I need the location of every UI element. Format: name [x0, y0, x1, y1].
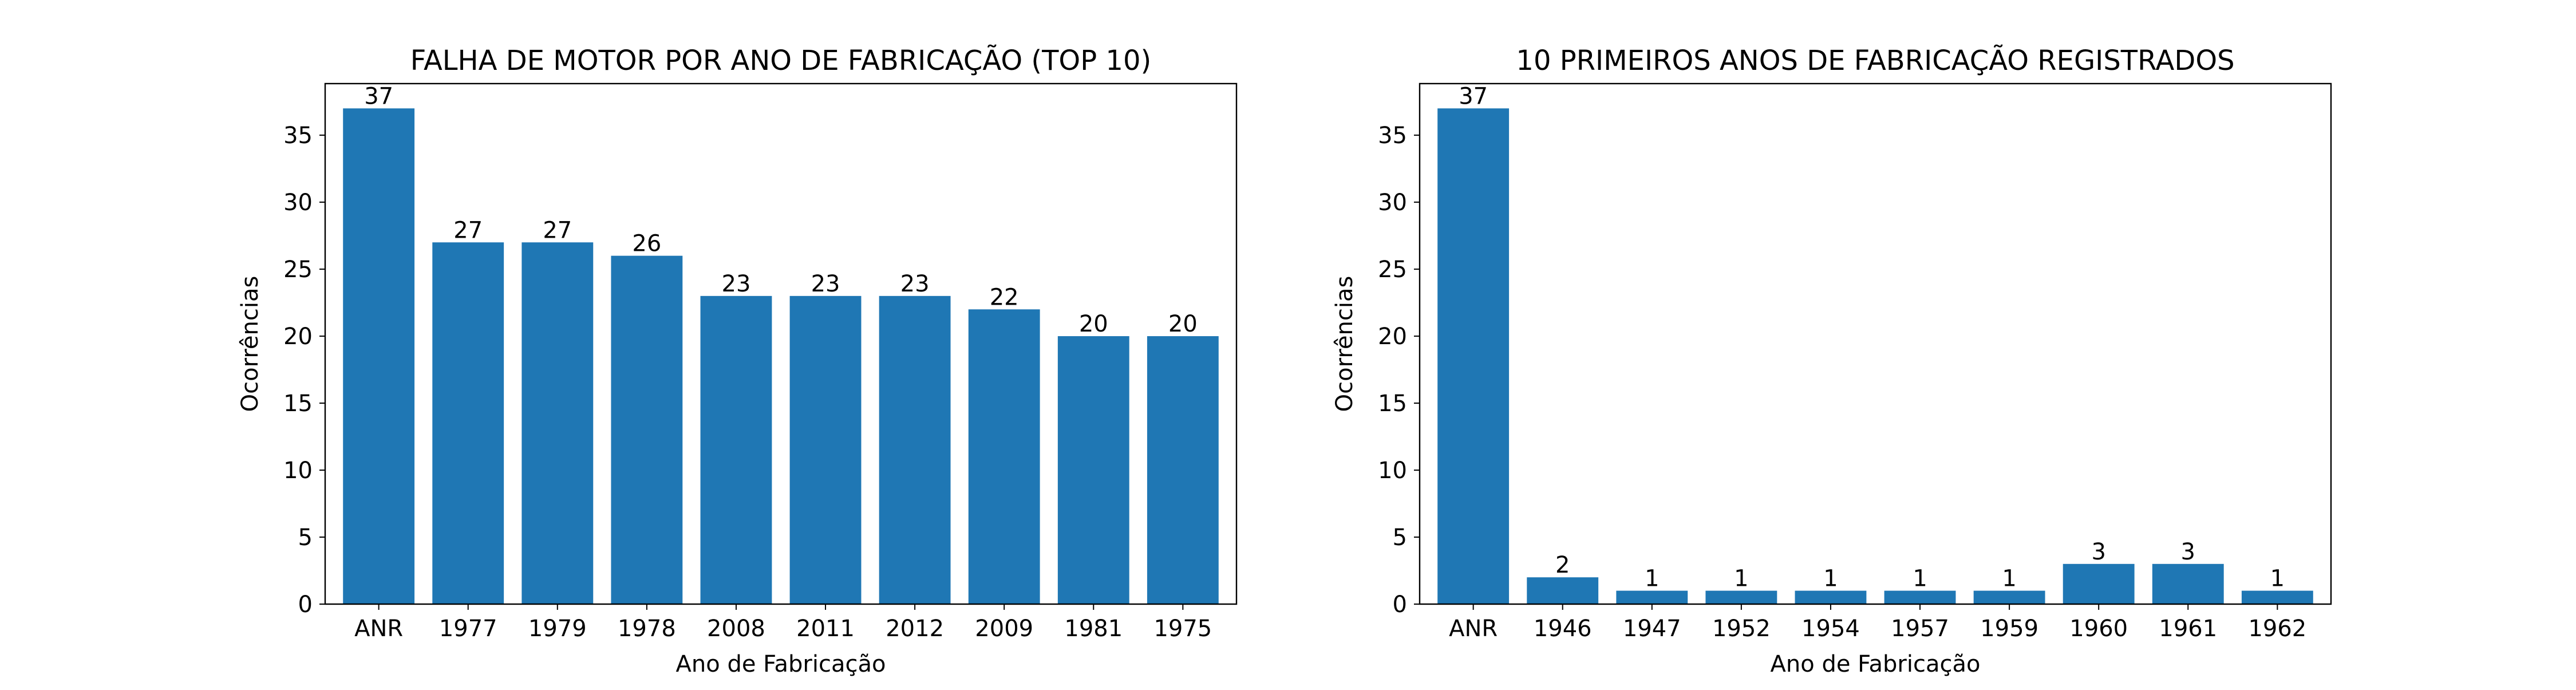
y-tick-label: 25	[283, 257, 313, 283]
x-axis-label: Ano de Fabricação	[676, 651, 886, 677]
x-tick-label-1961: 1961	[2159, 616, 2217, 642]
bar-1975	[1147, 336, 1219, 604]
bar-1979	[521, 242, 594, 604]
bar-2008	[700, 295, 772, 604]
data-label-1954: 1	[1823, 566, 1838, 592]
bar-1954	[1795, 590, 1867, 604]
y-tick-label: 10	[1378, 458, 1407, 484]
y-tick-label: 30	[283, 190, 313, 216]
x-tick-label-1959: 1959	[1980, 616, 2038, 642]
data-label-1975: 20	[1168, 311, 1198, 337]
x-tick-label-1947: 1947	[1623, 616, 1681, 642]
data-label-1979: 27	[543, 217, 572, 243]
x-tick-label-2009: 2009	[975, 616, 1033, 642]
x-axis-label: Ano de Fabricação	[1771, 651, 1981, 677]
bar-2011	[789, 295, 862, 604]
x-tick-label-ANR: ANR	[1449, 616, 1498, 642]
y-tick-label: 0	[1393, 592, 1407, 618]
bar-1981	[1057, 336, 1129, 604]
y-tick-label: 25	[1378, 257, 1407, 283]
data-label-1952: 1	[1734, 566, 1748, 592]
x-tick-label-1962: 1962	[2248, 616, 2306, 642]
y-tick-label: 35	[1378, 123, 1407, 149]
data-label-1960: 3	[2091, 539, 2105, 565]
x-tick-label-2012: 2012	[886, 616, 944, 642]
x-tick-label-2008: 2008	[707, 616, 765, 642]
y-tick-label: 10	[283, 458, 313, 484]
data-label-1957: 1	[1913, 566, 1927, 592]
data-label-1981: 20	[1079, 311, 1108, 337]
bar-1977	[432, 242, 504, 604]
x-tick-label-1957: 1957	[1891, 616, 1949, 642]
y-tick-label: 5	[1393, 525, 1407, 551]
x-tick-label-1952: 1952	[1712, 616, 1771, 642]
x-tick-label-1975: 1975	[1153, 616, 1212, 642]
x-tick-label-1960: 1960	[2069, 616, 2128, 642]
plot-frame	[1419, 82, 2332, 605]
data-label-2012: 23	[900, 271, 930, 297]
y-tick-label: 15	[1378, 391, 1407, 417]
data-label-1962: 1	[2270, 566, 2285, 592]
x-tick-label-2011: 2011	[796, 616, 855, 642]
x-tick-label-1979: 1979	[528, 616, 587, 642]
data-label-1946: 2	[1555, 552, 1570, 578]
data-label-1978: 26	[632, 231, 661, 257]
bar-2012	[879, 295, 951, 604]
bar-1959	[1973, 590, 2045, 604]
bar-1952	[1705, 590, 1777, 604]
data-label-ANR: 37	[364, 83, 393, 109]
y-axis-label: Ocorrências	[237, 276, 263, 412]
chart-title: FALHA DE MOTOR POR ANO DE FABRICAÇÃO (TO…	[410, 45, 1151, 77]
y-tick-label: 5	[298, 525, 313, 551]
plot-frame	[324, 82, 1238, 605]
y-tick-label: 30	[1378, 190, 1407, 216]
y-axis-label: Ocorrências	[1332, 276, 1358, 412]
bar-1946	[1527, 577, 1599, 604]
bar-1957	[1884, 590, 1956, 604]
bar-1961	[2152, 563, 2224, 604]
x-tick-label-ANR: ANR	[354, 616, 403, 642]
y-tick-label: 20	[283, 324, 313, 350]
y-tick-label: 20	[1378, 324, 1407, 350]
data-label-1977: 27	[453, 217, 483, 243]
data-label-2009: 22	[990, 284, 1019, 310]
chart-panel-right: 10 PRIMEIROS ANOS DE FABRICAÇÃO REGISTRA…	[1332, 45, 2332, 677]
data-label-2008: 23	[722, 271, 751, 297]
bar-2009	[968, 309, 1040, 604]
bar-1978	[611, 255, 683, 604]
bar-1960	[2063, 563, 2135, 604]
data-label-2011: 23	[811, 271, 840, 297]
y-tick-label: 35	[283, 123, 313, 149]
y-tick-label: 0	[298, 592, 313, 618]
data-label-1947: 1	[1645, 566, 1659, 592]
x-tick-label-1978: 1978	[618, 616, 676, 642]
x-tick-label-1981: 1981	[1064, 616, 1123, 642]
data-label-ANR: 37	[1459, 83, 1488, 109]
bar-1947	[1616, 590, 1688, 604]
chart-title: 10 PRIMEIROS ANOS DE FABRICAÇÃO REGISTRA…	[1516, 45, 2234, 77]
bar-ANR	[343, 108, 415, 605]
y-tick-label: 15	[283, 391, 313, 417]
bar-ANR	[1437, 108, 1510, 605]
data-label-1959: 1	[2002, 566, 2016, 592]
chart-panel-left: FALHA DE MOTOR POR ANO DE FABRICAÇÃO (TO…	[237, 45, 1238, 677]
data-label-1961: 3	[2181, 539, 2195, 565]
x-tick-label-1946: 1946	[1534, 616, 1592, 642]
x-tick-label-1977: 1977	[439, 616, 497, 642]
bar-1962	[2241, 590, 2313, 604]
x-tick-label-1954: 1954	[1801, 616, 1860, 642]
